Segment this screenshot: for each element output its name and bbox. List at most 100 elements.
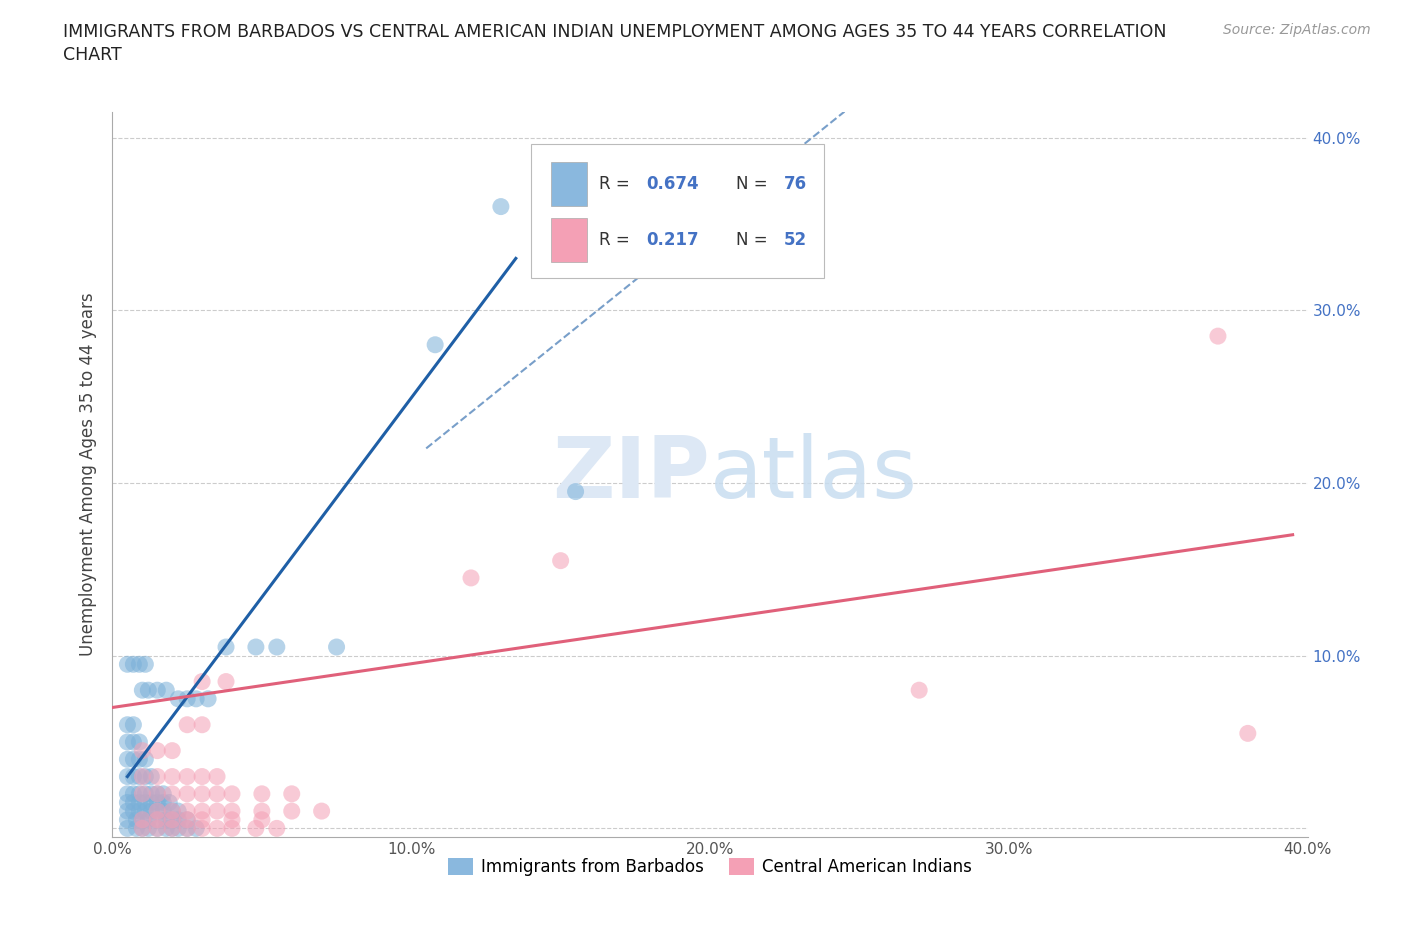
Point (146, 769, 169, 784)
Point (125, 821, 148, 836)
Point (162, 804, 183, 818)
Point (146, 804, 169, 818)
Text: 52: 52 (785, 231, 807, 249)
Point (191, 717, 214, 732)
Point (191, 769, 214, 784)
Point (146, 787, 169, 802)
Point (122, 717, 145, 732)
Point (266, 640, 288, 655)
Point (122, 795, 145, 810)
Point (167, 812, 190, 827)
Text: atlas: atlas (710, 432, 918, 516)
Point (134, 804, 156, 818)
Point (1206, 328, 1229, 343)
Point (250, 804, 273, 818)
Point (245, 821, 267, 836)
Point (146, 743, 169, 758)
Y-axis label: Unemployment Among Ages 35 to 44 years: Unemployment Among Ages 35 to 44 years (79, 293, 97, 656)
Point (191, 804, 214, 818)
Point (205, 804, 228, 818)
Point (138, 812, 160, 827)
Point (128, 787, 150, 802)
Point (162, 812, 183, 827)
Point (191, 674, 214, 689)
Point (117, 812, 139, 827)
Point (141, 787, 163, 802)
Point (221, 821, 243, 836)
Point (131, 683, 153, 698)
Point (152, 787, 174, 802)
FancyBboxPatch shape (531, 144, 824, 278)
Point (266, 821, 288, 836)
Point (162, 821, 183, 836)
Point (162, 812, 183, 827)
Point (176, 812, 198, 827)
Point (221, 812, 243, 827)
Point (191, 787, 214, 802)
Point (128, 657, 150, 671)
Point (162, 743, 183, 758)
Point (311, 804, 333, 818)
Point (908, 683, 931, 698)
Point (131, 787, 153, 802)
Point (141, 769, 163, 784)
Point (146, 821, 169, 836)
Point (152, 795, 174, 810)
Point (205, 821, 228, 836)
Point (117, 795, 139, 810)
Point (131, 812, 153, 827)
Point (186, 821, 208, 836)
Point (128, 804, 150, 818)
Point (489, 199, 512, 214)
Point (131, 743, 153, 758)
Text: N =: N = (737, 231, 773, 249)
Point (162, 804, 183, 818)
Point (215, 674, 238, 689)
Point (128, 769, 150, 784)
Point (1237, 726, 1260, 741)
Point (176, 769, 198, 784)
Point (146, 812, 169, 827)
Point (131, 821, 153, 836)
Point (167, 691, 190, 706)
Point (146, 795, 169, 810)
Bar (551, 163, 586, 206)
Point (134, 795, 156, 810)
Point (141, 795, 163, 810)
Point (146, 821, 169, 836)
Point (460, 570, 482, 585)
Point (205, 769, 228, 784)
Point (186, 691, 208, 706)
Point (155, 821, 177, 836)
Point (146, 812, 169, 827)
Point (131, 812, 153, 827)
Point (205, 787, 228, 802)
Point (221, 804, 243, 818)
Text: 76: 76 (785, 175, 807, 193)
Point (128, 795, 150, 810)
Point (128, 735, 150, 750)
Point (146, 787, 169, 802)
Point (564, 485, 586, 499)
Point (141, 804, 163, 818)
Point (146, 804, 169, 818)
Point (162, 787, 183, 802)
Point (250, 787, 273, 802)
Point (117, 751, 139, 766)
Text: IMMIGRANTS FROM BARBADOS VS CENTRAL AMERICAN INDIAN UNEMPLOYMENT AMONG AGES 35 T: IMMIGRANTS FROM BARBADOS VS CENTRAL AMER… (63, 23, 1167, 41)
Point (281, 804, 304, 818)
Point (176, 717, 198, 732)
Point (176, 821, 198, 836)
Point (425, 338, 447, 352)
Point (122, 735, 145, 750)
Point (122, 751, 145, 766)
Bar (551, 219, 586, 261)
Point (155, 812, 177, 827)
Point (117, 657, 139, 671)
Text: Source: ZipAtlas.com: Source: ZipAtlas.com (1223, 23, 1371, 37)
Point (138, 683, 160, 698)
Legend: Immigrants from Barbados, Central American Indians: Immigrants from Barbados, Central Americ… (441, 852, 979, 883)
Point (122, 769, 145, 784)
Text: ZIP: ZIP (553, 432, 710, 516)
Point (117, 804, 139, 818)
